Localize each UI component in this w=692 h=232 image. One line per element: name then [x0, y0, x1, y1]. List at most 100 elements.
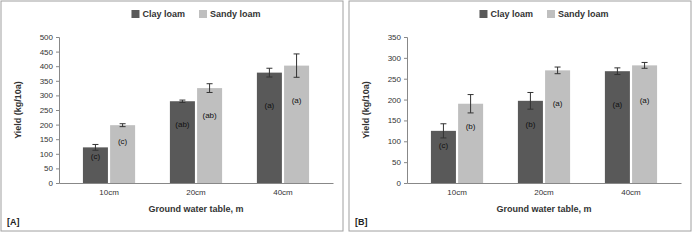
y-tick-label: 450 [40, 48, 54, 57]
y-tick-label: 350 [40, 77, 54, 86]
x-axis-line [60, 183, 334, 184]
annotation: (a) [553, 99, 563, 108]
y-axis-line [404, 38, 408, 184]
y-tick-label: 50 [392, 158, 401, 167]
bar [83, 147, 108, 183]
legend-item: Sandy loam [199, 9, 261, 19]
y-tick: 400 [40, 62, 59, 71]
error-bar [294, 54, 300, 77]
series [458, 62, 657, 183]
y-tick-label: 0 [397, 179, 402, 188]
y-axis-line [56, 38, 60, 184]
y-tick-label: 250 [40, 106, 54, 115]
y-tick: 500 [40, 33, 59, 42]
panel: 05010015020025030035040045050010cm20cm40… [1, 1, 343, 231]
legend: Clay loam Sandy loam [131, 9, 260, 19]
y-tick: 450 [40, 48, 59, 57]
y-tick-mark [56, 125, 59, 126]
legend-label: Sandy loam [558, 9, 609, 19]
y-tick-label: 100 [40, 150, 54, 159]
y-tick-mark [404, 183, 407, 184]
y-tick: 300 [388, 54, 407, 63]
y-tick: 0 [49, 179, 59, 188]
plot-area: 05010015020025030035040045050010cm20cm40… [40, 33, 334, 197]
y-tick-mark [56, 110, 59, 111]
y-tick: 100 [40, 150, 59, 159]
legend-swatch [479, 10, 487, 18]
y-tick-mark [56, 139, 59, 140]
legend: Clay loam Sandy loam [479, 9, 608, 19]
x-tick-label: 10cm [447, 188, 467, 197]
y-tick: 50 [44, 164, 59, 173]
y-tick-label: 250 [388, 75, 402, 84]
legend-label: Sandy loam [210, 9, 261, 19]
y-tick-mark [56, 66, 59, 67]
y-tick-label: 400 [40, 62, 54, 71]
x-tick-label: 40cm [621, 188, 641, 197]
error-bar [468, 95, 474, 113]
y-tick: 200 [388, 96, 407, 105]
error-bar [120, 124, 126, 127]
error-bar [179, 100, 185, 102]
y-tick: 150 [40, 135, 59, 144]
annotations: (c)(ab)(a)(c)(ab)(a) [91, 96, 302, 161]
y-tick-mark [56, 95, 59, 96]
panel-label: [A] [7, 217, 20, 227]
legend-label: Clay loam [490, 9, 533, 19]
legend-swatch [547, 10, 555, 18]
annotation: (a) [265, 101, 275, 110]
y-tick-mark [404, 100, 407, 101]
bar [458, 104, 483, 183]
bar [518, 101, 543, 183]
y-tick-label: 300 [388, 54, 402, 63]
error-bar [642, 62, 648, 68]
error-bar [614, 68, 620, 75]
y-axis: 050100150200250300350400450500 [40, 33, 60, 188]
bar [170, 101, 195, 183]
bar [545, 70, 570, 183]
error-bar [266, 68, 272, 77]
y-tick-label: 500 [40, 33, 54, 42]
y-tick-label: 350 [388, 33, 402, 42]
annotation: (c) [439, 141, 449, 150]
x-tick-label: 20cm [186, 188, 206, 197]
panel-label: [B] [355, 217, 368, 227]
legend-label: Clay loam [142, 9, 185, 19]
y-tick-mark [56, 37, 59, 38]
y-tick-label: 200 [40, 121, 54, 130]
bar [110, 125, 135, 183]
y-axis-title: Yield (kg/10a) [361, 81, 371, 139]
legend-swatch [199, 10, 207, 18]
y-tick-label: 200 [388, 96, 402, 105]
y-tick: 50 [392, 158, 407, 167]
chart-svg: 05010015020025030035040045050010cm20cm40… [0, 0, 692, 232]
x-tick-label: 10cm [99, 188, 119, 197]
marks [431, 62, 657, 183]
y-axis-title: Yield (kg/10a) [13, 81, 23, 139]
x-axis: 10cm20cm40cm [60, 184, 334, 197]
y-tick: 100 [388, 137, 407, 146]
series [110, 54, 309, 183]
y-tick-label: 0 [49, 179, 54, 188]
x-tick: 10cm [447, 188, 467, 197]
chart-container: 05010015020025030035040045050010cm20cm40… [0, 0, 692, 232]
y-tick-mark [56, 52, 59, 53]
legend-item: Clay loam [131, 9, 185, 19]
panel-frame [349, 1, 691, 231]
y-tick-mark [56, 154, 59, 155]
y-tick: 0 [397, 179, 407, 188]
x-tick-label: 20cm [534, 188, 554, 197]
y-tick-label: 150 [40, 135, 54, 144]
bar [284, 66, 309, 183]
y-axis: 050100150200250300350 [388, 33, 408, 188]
y-tick: 350 [40, 77, 59, 86]
x-tick: 20cm [534, 188, 554, 197]
panel: 05010015020025030035010cm20cm40cm(c)(b)(… [349, 1, 691, 231]
y-tick-mark [56, 81, 59, 82]
error-bar [527, 92, 533, 109]
annotation: (a) [613, 100, 623, 109]
annotation: (c) [91, 152, 101, 161]
annotations: (c)(b)(a)(b)(a)(a) [439, 96, 650, 150]
bar [197, 88, 222, 183]
plot-area: 05010015020025030035010cm20cm40cm(c)(b)(… [388, 33, 682, 197]
